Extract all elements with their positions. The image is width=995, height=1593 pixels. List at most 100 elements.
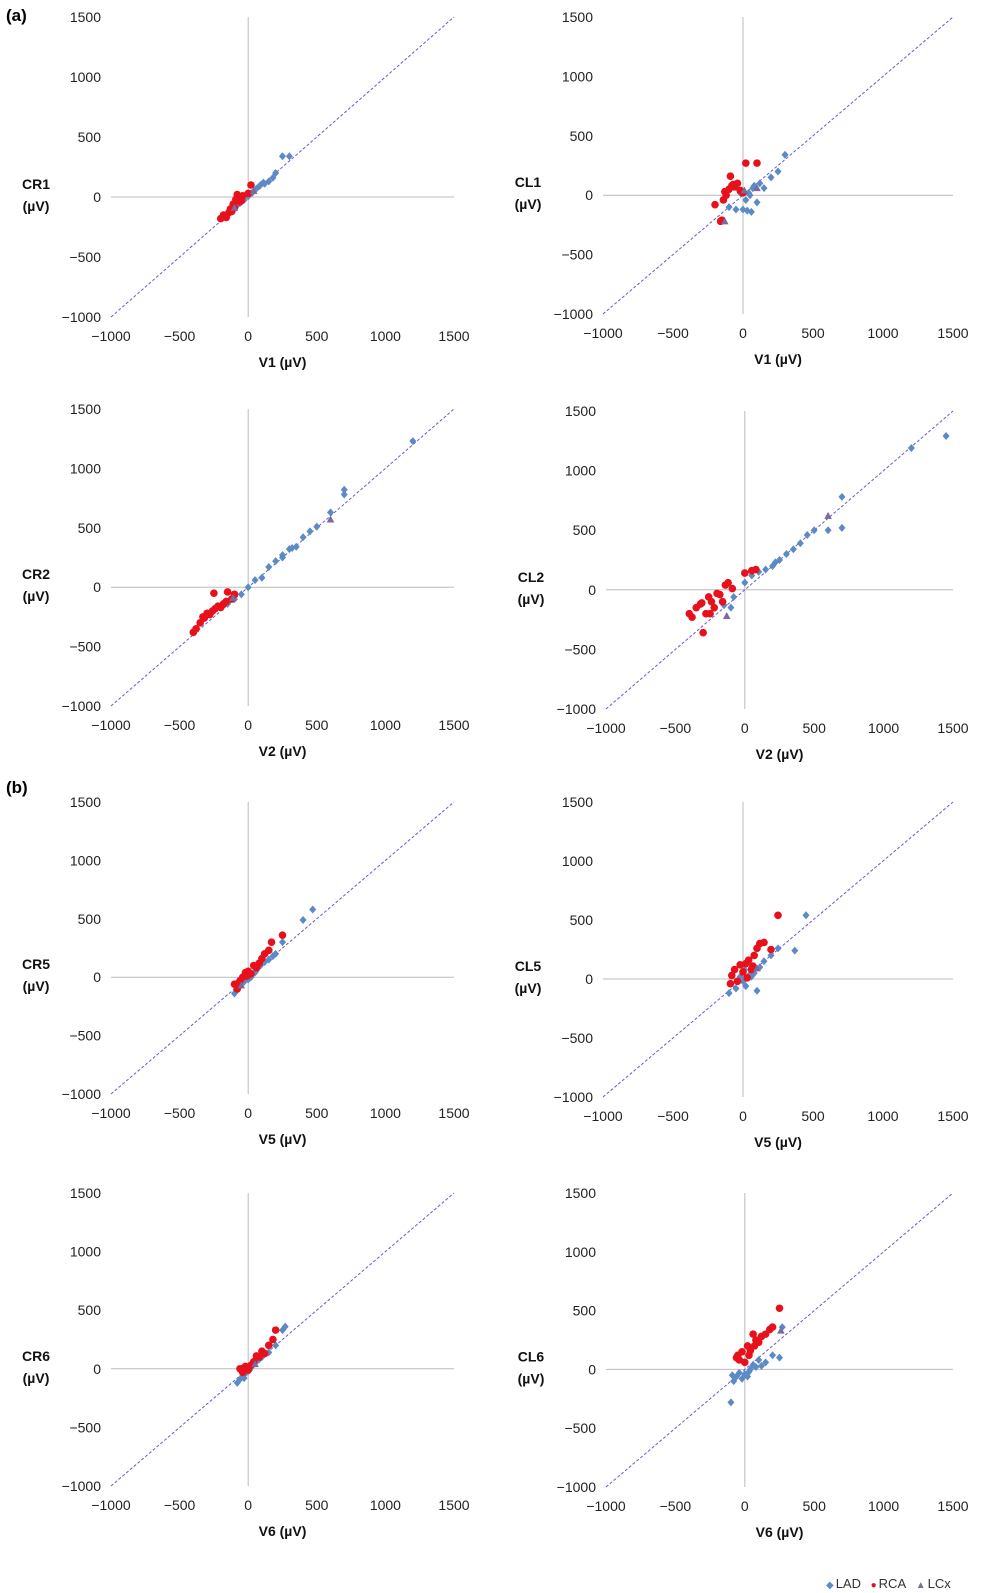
lad-point — [771, 558, 779, 567]
circle-icon: ● — [870, 1580, 877, 1591]
x-axis-label: V6 (µV) — [259, 1523, 307, 1539]
rca-point — [697, 599, 706, 607]
identity-line — [110, 16, 455, 318]
identity-line — [602, 16, 954, 315]
y-tick-label: −1000 — [62, 1478, 102, 1494]
rca-point — [724, 578, 732, 587]
lcx-point — [753, 964, 761, 972]
x-tick-label: −500 — [660, 1498, 692, 1514]
x-axis-label: V6 (µV) — [756, 1524, 804, 1540]
y-tick-label: 500 — [78, 911, 102, 927]
y-axis-label: CR1 — [22, 176, 50, 192]
rca-point — [271, 1326, 280, 1334]
rca-point — [711, 200, 719, 209]
lad-point — [757, 1361, 765, 1370]
y-tick-label: −500 — [69, 1028, 101, 1044]
x-tick-label: 0 — [244, 1105, 252, 1121]
x-tick-label: 1000 — [867, 1108, 898, 1124]
y-axis-unit: (µV) — [518, 591, 545, 607]
identity-line — [602, 801, 954, 1098]
lad-point — [796, 539, 804, 548]
x-tick-label: 0 — [741, 720, 749, 736]
y-tick-label: 500 — [570, 912, 594, 928]
lad-point — [272, 1341, 280, 1350]
scatter-chart-7: −1000 −1000 −500 −500 0 0 500 500 1000 1000 1500 15… — [22, 1185, 470, 1539]
lad-point — [265, 955, 273, 964]
y-axis-label: CL1 — [515, 174, 542, 190]
x-tick-label: −500 — [164, 1497, 196, 1513]
y-tick-label: 1500 — [565, 1185, 596, 1201]
x-tick-label: 500 — [801, 325, 825, 341]
y-tick-label: 1000 — [562, 68, 593, 84]
lad-point — [838, 492, 846, 501]
lad-point — [781, 150, 789, 159]
rca-point — [226, 205, 235, 213]
lad-point — [776, 1353, 783, 1362]
lad-point — [762, 1358, 770, 1367]
y-tick-label: 500 — [573, 522, 597, 538]
y-tick-label: 1000 — [70, 1244, 101, 1260]
y-tick-label: −1000 — [557, 701, 597, 717]
lad-point — [258, 573, 266, 582]
y-axis-unit: (µV) — [23, 198, 50, 214]
x-tick-label: 1500 — [438, 328, 469, 344]
x-tick-label: −500 — [657, 325, 689, 341]
y-tick-label: 1500 — [70, 9, 101, 25]
y-tick-label: 1000 — [70, 852, 101, 868]
scatter-chart-4: −1000 −1000 −500 −500 0 0 500 500 1000 1000 1500 15… — [518, 403, 969, 762]
x-tick-label: 500 — [803, 1498, 827, 1514]
rca-point — [743, 974, 751, 982]
lad-point — [272, 557, 280, 566]
x-tick-label: 500 — [305, 717, 329, 733]
rca-point — [247, 181, 255, 189]
x-tick-label: 1000 — [868, 720, 899, 736]
lad-point — [824, 526, 832, 535]
y-tick-label: 1000 — [70, 69, 101, 85]
rca-point — [269, 1335, 277, 1344]
x-tick-label: 1500 — [438, 717, 469, 733]
rca-point — [750, 1342, 759, 1350]
lad-point — [409, 437, 417, 446]
x-axis-label: V2 (µV) — [259, 743, 307, 759]
y-tick-label: −500 — [561, 247, 593, 263]
x-tick-label: −1000 — [91, 328, 131, 344]
legend-item-rca: ● RCA — [871, 1576, 907, 1591]
x-tick-label: −1000 — [91, 1105, 131, 1121]
rca-point — [721, 187, 729, 196]
y-tick-label: 500 — [78, 520, 102, 536]
lad-point — [774, 944, 782, 953]
x-tick-label: 500 — [801, 1108, 825, 1124]
lad-point — [285, 152, 293, 161]
y-tick-label: 1000 — [70, 460, 101, 476]
scatter-chart-1: −1000 −1000 −500 −500 0 0 500 500 1000 1000 1500 15… — [22, 9, 470, 370]
lad-point — [265, 563, 273, 572]
x-axis-label: V1 (µV) — [754, 351, 802, 367]
scatter-chart-6: −1000 −1000 −500 −500 0 0 500 500 1000 1000 1500 15… — [515, 794, 969, 1150]
y-axis-unit: (µV) — [23, 978, 50, 994]
rca-point — [199, 613, 207, 621]
rca-point — [730, 965, 739, 974]
lad-point — [299, 915, 307, 924]
rca-point — [775, 1304, 784, 1313]
legend-item-lad: ◆ LAD — [826, 1576, 861, 1591]
lad-point — [725, 203, 733, 212]
x-tick-label: 1500 — [937, 325, 968, 341]
rca-point — [210, 589, 218, 597]
x-tick-label: −1000 — [583, 1108, 623, 1124]
y-tick-label: 500 — [78, 129, 102, 145]
y-axis-label: CL5 — [515, 958, 542, 974]
lad-point — [727, 603, 735, 612]
y-axis-label: CR2 — [22, 566, 50, 582]
lad-point — [265, 177, 273, 186]
rca-point — [244, 189, 252, 198]
y-tick-label: −1000 — [62, 698, 102, 714]
rca-point — [734, 1351, 742, 1360]
x-tick-label: 0 — [244, 717, 252, 733]
rca-point — [707, 597, 716, 606]
lad-point — [255, 182, 263, 191]
lad-point — [942, 432, 950, 441]
lad-point — [789, 545, 797, 554]
lad-point — [732, 205, 740, 214]
lad-point — [745, 188, 753, 197]
